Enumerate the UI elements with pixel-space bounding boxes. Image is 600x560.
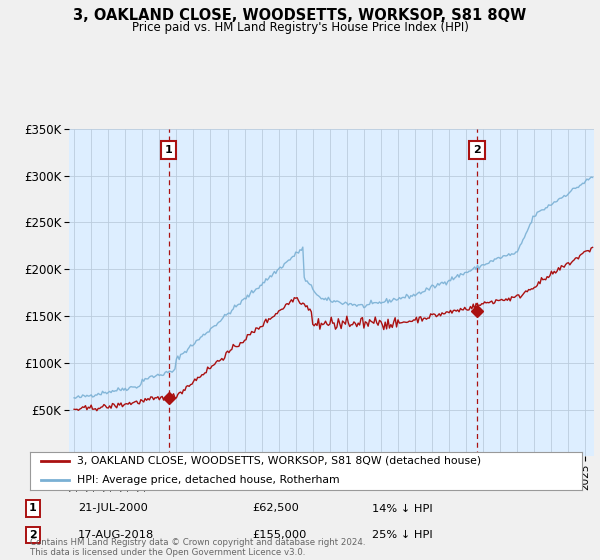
Text: 2: 2	[29, 530, 37, 540]
Text: Contains HM Land Registry data © Crown copyright and database right 2024.
This d: Contains HM Land Registry data © Crown c…	[30, 538, 365, 557]
Text: 14% ↓ HPI: 14% ↓ HPI	[372, 503, 433, 514]
Text: £155,000: £155,000	[252, 530, 307, 540]
Text: 17-AUG-2018: 17-AUG-2018	[78, 530, 154, 540]
Text: HPI: Average price, detached house, Rotherham: HPI: Average price, detached house, Roth…	[77, 475, 340, 486]
Text: 25% ↓ HPI: 25% ↓ HPI	[372, 530, 433, 540]
Text: 1: 1	[165, 145, 173, 155]
Text: 21-JUL-2000: 21-JUL-2000	[78, 503, 148, 514]
Text: 2: 2	[473, 145, 481, 155]
Text: 3, OAKLAND CLOSE, WOODSETTS, WORKSOP, S81 8QW: 3, OAKLAND CLOSE, WOODSETTS, WORKSOP, S8…	[73, 8, 527, 24]
Text: £62,500: £62,500	[252, 503, 299, 514]
Text: 1: 1	[29, 503, 37, 514]
Text: Price paid vs. HM Land Registry's House Price Index (HPI): Price paid vs. HM Land Registry's House …	[131, 21, 469, 34]
Text: 3, OAKLAND CLOSE, WOODSETTS, WORKSOP, S81 8QW (detached house): 3, OAKLAND CLOSE, WOODSETTS, WORKSOP, S8…	[77, 456, 481, 466]
